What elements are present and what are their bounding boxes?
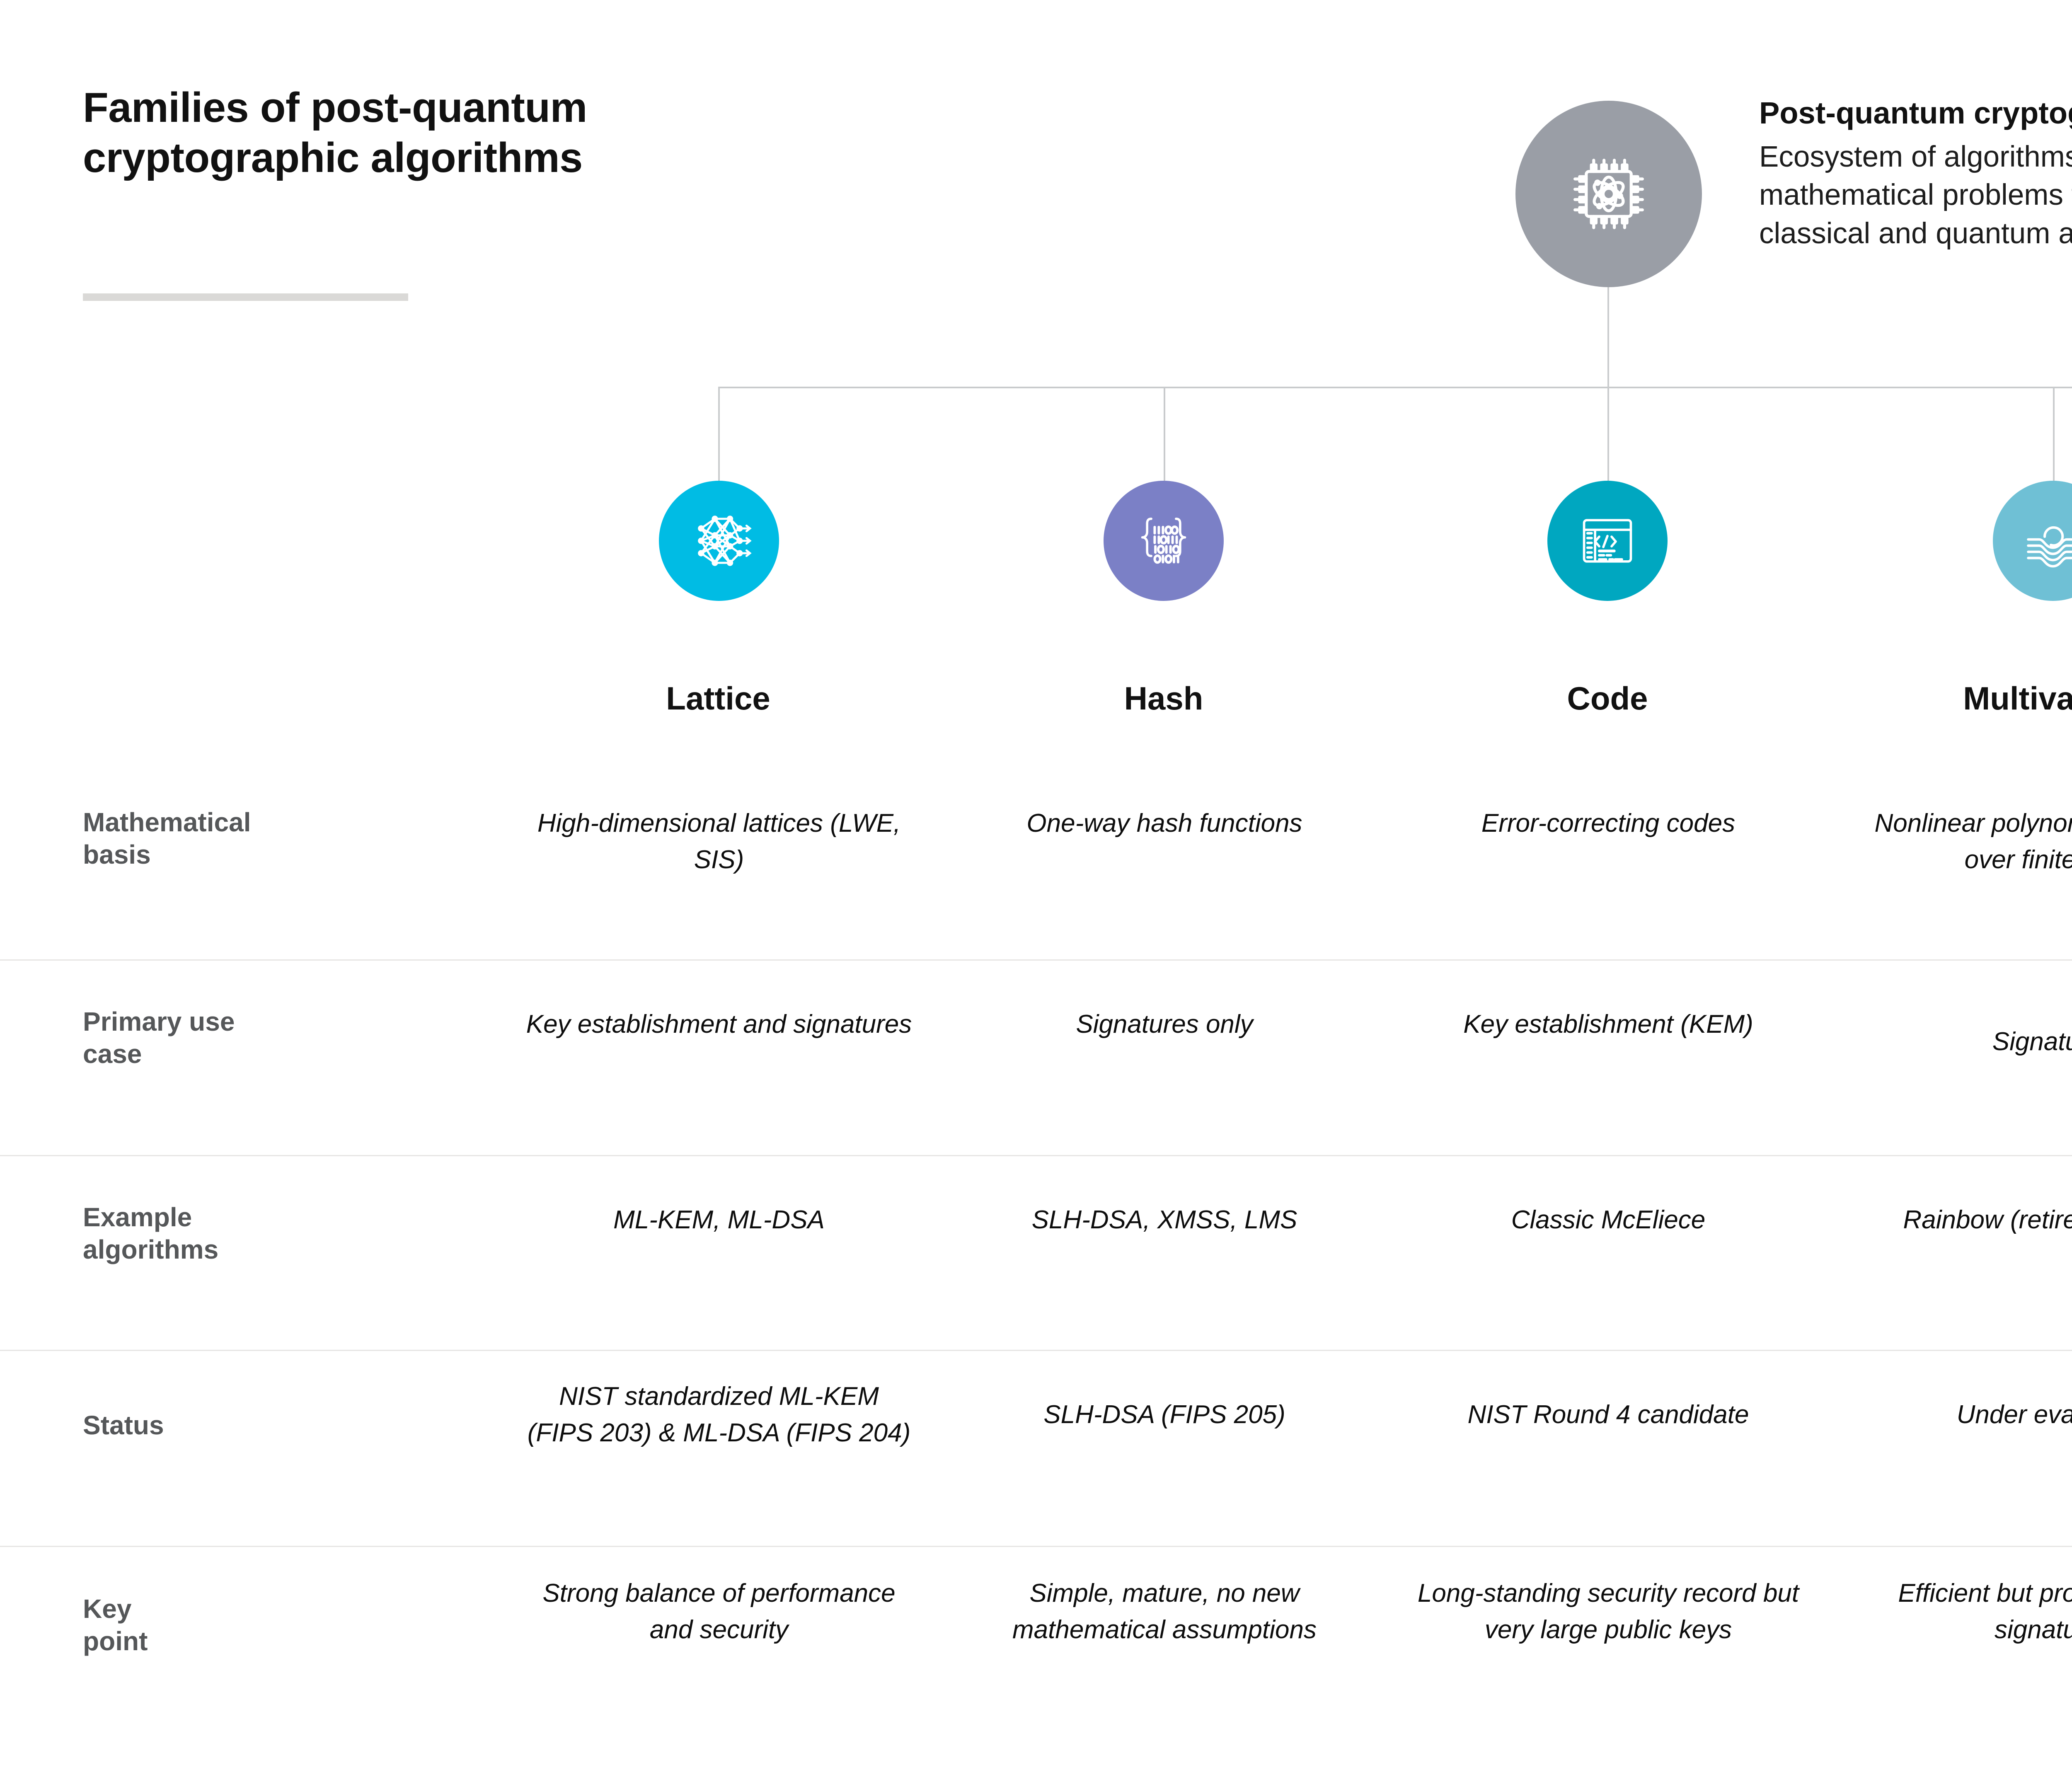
lattice-network-icon xyxy=(698,516,752,566)
table-row-status: Status NIST standardized ML-KEM (FIPS 20… xyxy=(0,1350,2072,1546)
cell-mathematical-basis-multivariate: Nonlinear polynomial equations over fini… xyxy=(1874,809,2072,874)
cell-status-multivariate: Under evaluation xyxy=(1956,1400,2072,1429)
page-title: Families of post-quantum cryptographic a… xyxy=(83,83,1036,183)
page-title-line-2: cryptographic algorithms xyxy=(83,135,583,182)
table-row-primary-use-case: Primary use case Key establishment and s… xyxy=(0,959,2072,1155)
cell-primary-use-case-code: Key establishment (KEM) xyxy=(1463,1010,1753,1039)
cell-primary-use-case-lattice: Key establishment and signatures xyxy=(526,1010,912,1039)
cell-mathematical-basis-code: Error-correcting codes xyxy=(1481,809,1736,838)
category-label-lattice: Lattice xyxy=(666,680,770,717)
row-label-line-1: Key xyxy=(83,1594,132,1624)
row-label-line-1: Example xyxy=(83,1202,192,1232)
row-label-mathematical-basis: Mathematical basis xyxy=(83,806,497,871)
root-node-description: Ecosystem of algorithms built on new mat… xyxy=(1759,138,2072,253)
title-underline-rule xyxy=(83,293,408,301)
wave-surface-icon xyxy=(2027,526,2072,568)
table-row-mathematical-basis: Mathematical basis High-dimensional latt… xyxy=(0,769,2072,959)
category-circle-lattice[interactable] xyxy=(659,481,779,601)
binary-braces-icon xyxy=(1141,518,1186,564)
connector-horizontal-bus xyxy=(718,387,2072,388)
root-node-circle xyxy=(1515,101,1702,287)
category-circle-code[interactable] xyxy=(1547,481,1668,601)
root-node-description-line-3: classical and quantum attacks. xyxy=(1759,217,2072,250)
cell-example-algorithms-lattice: ML-KEM, ML-DSA xyxy=(613,1206,825,1234)
row-label-line-1: Mathematical xyxy=(83,807,251,837)
row-label-line-2: point xyxy=(83,1626,148,1656)
category-circle-hash[interactable] xyxy=(1104,481,1224,601)
root-node-description-line-2: mathematical problems that resist both xyxy=(1759,179,2072,212)
cell-key-point-lattice: Strong balance of performance and securi… xyxy=(542,1579,896,1644)
row-label-status: Status xyxy=(83,1409,497,1441)
code-window-icon xyxy=(1583,519,1632,563)
cell-status-lattice: NIST standardized ML-KEM (FIPS 203) & ML… xyxy=(527,1382,911,1448)
cell-status-code: NIST Round 4 candidate xyxy=(1467,1400,1749,1429)
cell-mathematical-basis-lattice: High-dimensional lattices (LWE, SIS) xyxy=(537,809,901,874)
table-row-key-point: Key point Strong balance of performance … xyxy=(0,1546,2072,1741)
table-row-example-algorithms: Example algorithms ML-KEM, ML-DSA SLH-DS… xyxy=(0,1155,2072,1350)
row-label-line-2: algorithms xyxy=(83,1235,219,1265)
root-node-heading: Post-quantum cryptography xyxy=(1759,96,2072,130)
cell-example-algorithms-code: Classic McEliece xyxy=(1511,1206,1706,1234)
connector-drop-multivariate xyxy=(2053,387,2055,481)
connector-drop-code xyxy=(1607,387,1609,481)
row-label-line-1: Status xyxy=(83,1410,164,1440)
category-label-hash: Hash xyxy=(1124,680,1203,717)
root-node-text: Post-quantum cryptography Ecosystem of a… xyxy=(1759,95,2072,253)
row-label-line-1: Primary use xyxy=(83,1007,235,1036)
page-title-line-1: Families of post-quantum xyxy=(83,85,587,131)
cell-key-point-hash: Simple, mature, no new mathematical assu… xyxy=(1012,1579,1317,1644)
cell-primary-use-case-hash: Signatures only xyxy=(1076,1010,1253,1039)
row-label-primary-use-case: Primary use case xyxy=(83,1005,497,1070)
category-circle-multivariate[interactable] xyxy=(1993,481,2072,601)
cell-example-algorithms-multivariate: Rainbow (retired), GeMSS xyxy=(1903,1206,2072,1234)
category-label-multivariate: Multivariate xyxy=(1963,680,2072,717)
cell-status-hash: SLH-DSA (FIPS 205) xyxy=(1043,1400,1285,1429)
row-label-line-2: basis xyxy=(83,840,151,870)
cell-key-point-code: Long-standing security record but very l… xyxy=(1417,1579,1799,1644)
cell-key-point-multivariate: Efficient but produces large signatures xyxy=(1898,1579,2072,1644)
comparison-table: Mathematical basis High-dimensional latt… xyxy=(0,769,2072,1741)
row-label-line-2: case xyxy=(83,1039,142,1069)
cell-mathematical-basis-hash: One-way hash functions xyxy=(1026,809,1302,838)
row-label-key-point: Key point xyxy=(83,1593,497,1657)
connector-drop-lattice xyxy=(718,387,720,481)
cell-primary-use-case-multivariate: Signatures xyxy=(1992,1027,2072,1056)
quantum-chip-icon xyxy=(1573,159,1644,229)
cell-example-algorithms-hash: SLH-DSA, XMSS, LMS xyxy=(1031,1206,1297,1234)
connector-root-vertical xyxy=(1607,287,1609,387)
row-label-example-algorithms: Example algorithms xyxy=(83,1201,497,1266)
connector-drop-hash xyxy=(1164,387,1165,481)
root-node-description-line-1: Ecosystem of algorithms built on new xyxy=(1759,140,2072,174)
category-label-code: Code xyxy=(1567,680,1648,717)
